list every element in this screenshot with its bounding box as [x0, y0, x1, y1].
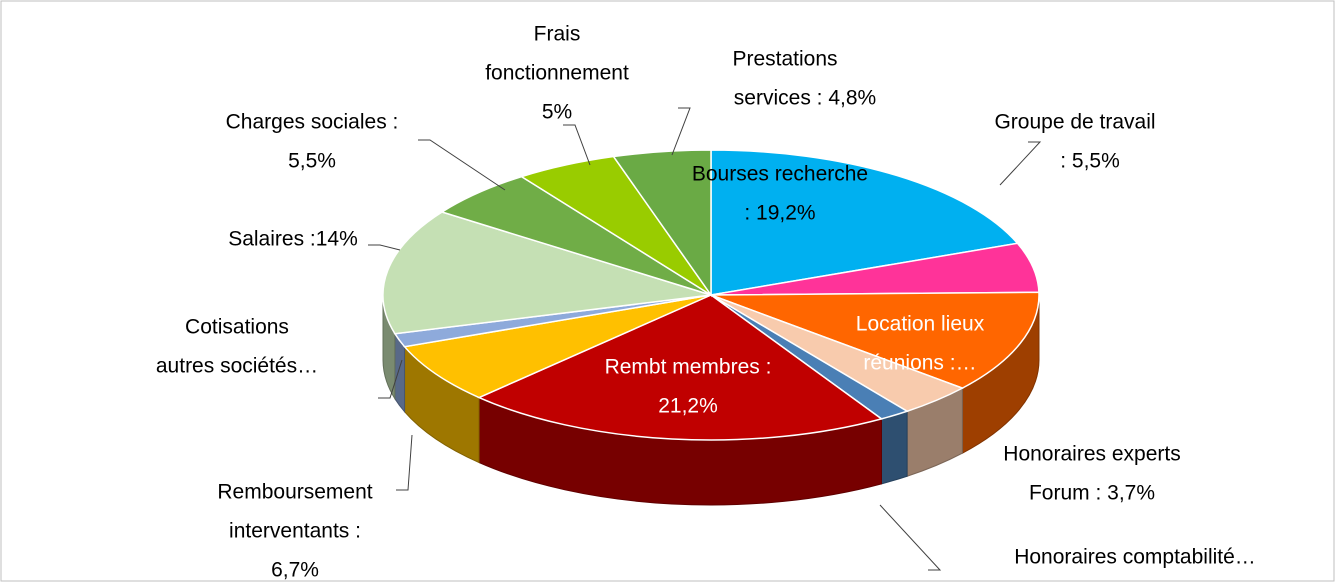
data-label: Groupe de travail: [994, 111, 1155, 134]
data-label: Bourses recherche: [692, 163, 868, 186]
data-label: Cotisations: [185, 316, 289, 339]
leader-line: [563, 124, 591, 166]
slice: [710, 291, 1040, 389]
data-label: Honoraires comptabilité…: [1014, 546, 1256, 569]
leader-line: [396, 434, 413, 491]
data-label: Forum : 3,7%: [1029, 482, 1155, 505]
data-label: : 5,5%: [1060, 150, 1120, 173]
data-label: 5,5%: [288, 150, 336, 173]
data-label: 5%: [542, 101, 572, 124]
data-label: services : 4,8%: [734, 87, 876, 110]
data-label: 21,2%: [658, 395, 718, 418]
data-label: Honoraires experts: [1003, 443, 1180, 466]
data-label: Location lieux: [856, 313, 985, 336]
data-label: Salaires :14%: [228, 228, 358, 251]
leader-line: [671, 107, 691, 156]
data-label: : 19,2%: [744, 202, 815, 225]
slice: [382, 211, 712, 335]
leader-line: [418, 139, 506, 191]
pie-tops: [382, 149, 1040, 441]
data-label: Prestations: [732, 48, 837, 71]
data-label: fonctionnement: [485, 62, 629, 85]
slice: [612, 149, 712, 298]
data-label: autres sociétés…: [156, 355, 318, 378]
data-label: Rembt membres :: [605, 356, 772, 379]
data-label: 6,7%: [271, 559, 319, 582]
leader-line: [999, 141, 1042, 186]
data-label: Frais: [534, 23, 581, 46]
slice: [403, 294, 712, 399]
leader-line: [368, 244, 401, 251]
data-label: Remboursement: [217, 481, 372, 504]
leader-line: [879, 504, 942, 571]
slice: [477, 294, 884, 441]
data-label: réunions :…: [863, 352, 976, 375]
data-label: interventants :: [229, 520, 361, 543]
data-label: Charges sociales :: [226, 111, 399, 134]
leader-line: [378, 359, 403, 399]
slice: [710, 149, 1019, 296]
slice-side: [881, 410, 908, 485]
